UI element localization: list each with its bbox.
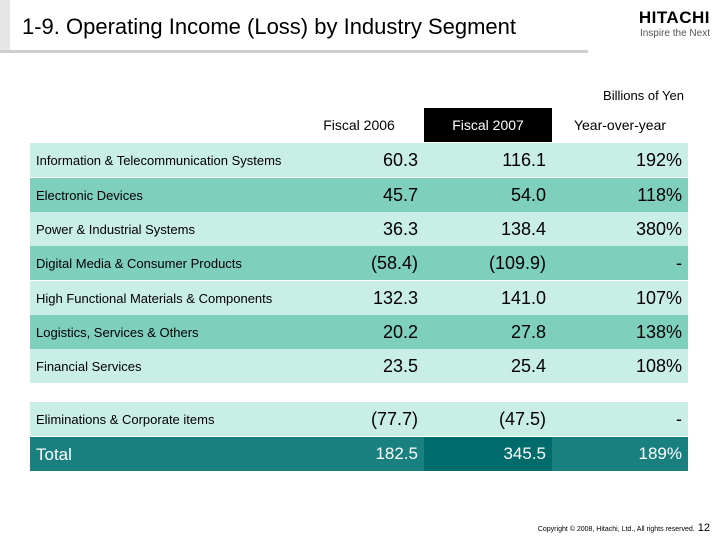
cell-fy2007: 116.1 <box>424 143 552 177</box>
cell-fy2007: (109.9) <box>424 246 552 280</box>
cell-yoy: 138% <box>552 315 688 349</box>
cell-fy2006: 20.2 <box>294 315 424 349</box>
table-row-eliminations: Eliminations & Corporate items (77.7) (47.… <box>30 402 688 436</box>
table-row: Logistics, Services & Others 20.2 27.8 138% <box>30 315 688 349</box>
cell-fy2006: (77.7) <box>294 402 424 436</box>
cell-yoy: 118% <box>552 178 688 212</box>
cell-fy2007: 345.5 <box>424 437 552 471</box>
cell-yoy: 380% <box>552 212 688 246</box>
units-label: Billions of Yen <box>603 88 684 103</box>
segment-label: Total <box>30 437 294 471</box>
cell-fy2006: 45.7 <box>294 178 424 212</box>
cell-yoy: - <box>552 246 688 280</box>
cell-fy2007: (47.5) <box>424 402 552 436</box>
cell-fy2006: 23.5 <box>294 349 424 383</box>
table-row: Information & Telecommunication Systems 6… <box>30 143 688 177</box>
segment-label: Logistics, Services & Others <box>30 315 294 349</box>
segment-label: Information & Telecommunication Systems <box>30 143 294 177</box>
table-row: High Functional Materials & Components 13… <box>30 281 688 315</box>
table-row: Digital Media & Consumer Products (58.4)(… <box>30 246 688 280</box>
cell-fy2007: 138.4 <box>424 212 552 246</box>
cell-fy2007: 54.0 <box>424 178 552 212</box>
title-accent <box>0 0 10 50</box>
cell-fy2007: 27.8 <box>424 315 552 349</box>
logo-tagline: Inspire the Next <box>639 28 710 39</box>
cell-fy2006: (58.4) <box>294 246 424 280</box>
page-title: 1-9. Operating Income (Loss) by Industry… <box>22 14 517 39</box>
cell-fy2006: 60.3 <box>294 143 424 177</box>
cell-fy2006: 132.3 <box>294 281 424 315</box>
segment-label: Eliminations & Corporate items <box>30 402 294 436</box>
column-header-fy2007: Fiscal 2007 <box>424 108 552 142</box>
cell-fy2006: 36.3 <box>294 212 424 246</box>
segment-label: Financial Services <box>30 349 294 383</box>
column-header-yoy: Year-over-year <box>573 117 667 133</box>
hitachi-logo: HITACHI Inspire the Next <box>606 8 710 48</box>
segment-label: Power & Industrial Systems <box>30 212 294 246</box>
segment-label: Electronic Devices <box>30 178 294 212</box>
cell-fy2006: 182.5 <box>294 437 424 471</box>
table-row: Financial Services 23.5 25.4 108% <box>30 349 688 383</box>
cell-yoy: 192% <box>552 143 688 177</box>
cell-yoy: 108% <box>552 349 688 383</box>
page-number: 12 <box>697 522 710 534</box>
cell-yoy: 107% <box>552 281 688 315</box>
column-header-fy2006: Fiscal 2006 <box>323 117 395 133</box>
logo-wordmark: HITACHI <box>638 8 710 27</box>
cell-yoy: - <box>552 402 688 436</box>
cell-yoy: 189% <box>552 437 688 471</box>
cell-fy2007: 25.4 <box>424 349 552 383</box>
title-bar: 1-9. Operating Income (Loss) by Industry… <box>0 0 588 53</box>
table-row: Power & Industrial Systems 36.3 138.4 380% <box>30 212 688 246</box>
segment-label: Digital Media & Consumer Products <box>30 246 294 280</box>
table-row: Electronic Devices 45.7 54.0 118% <box>30 178 688 212</box>
copyright-text: Copyright © 2008, Hitachi, Ltd., All rig… <box>537 526 695 533</box>
table-row-total: Total 182.5 345.5 189% <box>30 437 688 471</box>
segment-label: High Functional Materials & Components <box>30 281 294 315</box>
footer: Copyright © 2008, Hitachi, Ltd., All rig… <box>505 522 710 534</box>
cell-fy2007: 141.0 <box>424 281 552 315</box>
